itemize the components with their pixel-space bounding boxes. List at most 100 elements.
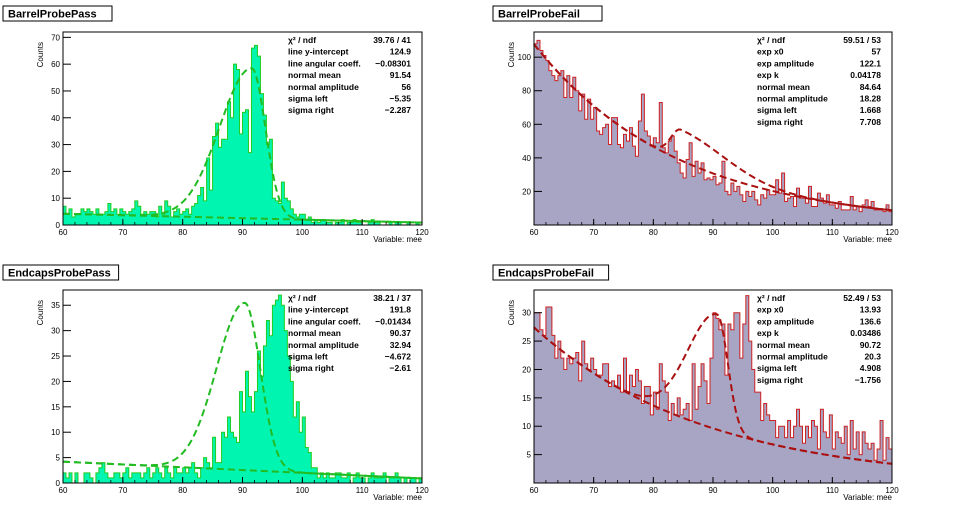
stats-value: 38.21 / 37 xyxy=(373,293,411,303)
histogram-outline xyxy=(533,39,892,225)
x-tick-label: 110 xyxy=(826,228,839,237)
stats-label: line y-intercept xyxy=(288,47,349,57)
stats-label: line y-intercept xyxy=(288,305,349,315)
y-tick-label: 30 xyxy=(51,141,60,150)
stats-value: 191.8 xyxy=(390,305,412,315)
stats-label: exp x0 xyxy=(757,47,784,57)
x-tick-label: 120 xyxy=(885,228,899,237)
y-tick-label: 40 xyxy=(51,114,60,123)
x-tick-label: 90 xyxy=(238,486,247,495)
y-tick-label: 30 xyxy=(51,327,60,336)
stats-label: χ² / ndf xyxy=(757,293,785,303)
histogram-panel-1: 60 70 80 90 100 110 120 20 40 60 80 100 Variable: me… xyxy=(492,5,899,244)
stats-value: 90.37 xyxy=(390,328,412,338)
y-tick-label: 70 xyxy=(51,33,60,42)
stats-value: 59.51 / 53 xyxy=(843,35,881,45)
y-tick-label: 0 xyxy=(56,221,61,230)
y-tick-label: 25 xyxy=(51,352,60,361)
stats-value: 1.668 xyxy=(860,105,882,115)
stats-value: 90.72 xyxy=(860,340,882,350)
x-tick-label: 100 xyxy=(296,228,310,237)
stats-box: χ² / ndf 52.49 / 53 exp x0 13.93 exp amplitu… xyxy=(757,293,881,385)
y-axis-label: Counts xyxy=(507,42,516,67)
stats-label: normal mean xyxy=(757,82,810,92)
y-axis-label: Counts xyxy=(36,300,45,325)
histogram-outline xyxy=(533,295,892,483)
x-tick-label: 100 xyxy=(296,486,310,495)
stats-label: exp x0 xyxy=(757,305,784,315)
stats-value: 39.76 / 41 xyxy=(373,35,411,45)
histogram-panel-3: 60 70 80 90 100 110 120 5 10 15 20 25 30 Variable: me… xyxy=(492,264,899,502)
stats-value: 124.9 xyxy=(390,47,412,57)
title-text: BarrelProbePass xyxy=(8,9,97,21)
histogram-fill xyxy=(63,45,422,226)
stats-value: 56 xyxy=(402,82,412,92)
stats-label: sigma left xyxy=(757,363,797,373)
stats-label: line angular coeff. xyxy=(288,316,361,326)
stats-label: normal mean xyxy=(288,70,341,80)
y-tick-label: 50 xyxy=(51,87,60,96)
stats-value: 18.28 xyxy=(860,94,882,104)
x-axis-label: Variable: mee xyxy=(373,235,422,244)
y-tick-label: 10 xyxy=(51,194,60,203)
stats-value: 0.03486 xyxy=(850,328,881,338)
histogram-title: BarrelProbePass xyxy=(2,5,113,22)
y-axis-label: Counts xyxy=(36,42,45,67)
stats-value: 13.93 xyxy=(860,305,882,315)
fit-total-curve xyxy=(533,313,893,465)
title-text: EndcapsProbePass xyxy=(8,268,111,280)
stats-value: −2.287 xyxy=(385,105,412,115)
y-tick-label: 10 xyxy=(51,428,60,437)
stats-value: 136.6 xyxy=(860,316,882,326)
stats-value: −1.756 xyxy=(855,375,882,385)
y-tick-label: 5 xyxy=(527,451,532,460)
y-tick-label: 100 xyxy=(518,53,532,62)
stats-box: χ² / ndf 38.21 / 37 line y-intercept 191.8 l… xyxy=(288,293,411,373)
stats-label: exp k xyxy=(757,328,779,338)
x-tick-label: 90 xyxy=(238,228,247,237)
stats-label: exp amplitude xyxy=(757,58,814,68)
x-tick-label: 120 xyxy=(415,228,429,237)
stats-value: 91.54 xyxy=(390,70,412,80)
stats-value: −0.01434 xyxy=(375,316,411,326)
stats-value: −0.08301 xyxy=(375,58,411,68)
y-tick-label: 5 xyxy=(56,454,61,463)
stats-label: normal amplitude xyxy=(288,340,359,350)
y-tick-label: 20 xyxy=(51,377,60,386)
x-tick-label: 70 xyxy=(118,228,127,237)
stats-label: sigma right xyxy=(288,105,334,115)
x-tick-label: 80 xyxy=(178,486,187,495)
stats-label: exp k xyxy=(757,70,779,80)
stats-label: sigma left xyxy=(288,94,328,104)
stats-label: χ² / ndf xyxy=(288,293,316,303)
stats-label: sigma right xyxy=(288,363,334,373)
fit-total-curve xyxy=(62,301,423,480)
title-text: BarrelProbeFail xyxy=(498,9,580,21)
histogram-fill xyxy=(534,40,892,225)
y-tick-label: 10 xyxy=(522,422,531,431)
x-tick-label: 110 xyxy=(826,486,839,495)
x-tick-label: 80 xyxy=(178,228,187,237)
histogram-panel-2: 60 70 80 90 100 110 120 0 5 10 15 20 25 30 35 Variable:… xyxy=(2,264,429,502)
stats-value: 7.708 xyxy=(860,117,882,127)
stats-label: normal mean xyxy=(757,340,810,350)
x-tick-label: 80 xyxy=(649,486,658,495)
histogram-outline xyxy=(62,294,422,484)
stats-label: line angular coeff. xyxy=(288,58,361,68)
histogram-fill xyxy=(63,295,422,483)
x-axis-label: Variable: mee xyxy=(373,493,422,502)
x-tick-label: 90 xyxy=(709,486,718,495)
y-tick-label: 60 xyxy=(51,60,60,69)
stats-label: normal amplitude xyxy=(288,82,359,92)
stats-label: normal amplitude xyxy=(757,94,828,104)
title-box xyxy=(2,264,120,281)
histogram-title: EndcapsProbeFail xyxy=(492,264,610,281)
stats-label: sigma left xyxy=(288,352,328,362)
stats-value: 52.49 / 53 xyxy=(843,293,881,303)
stats-box: χ² / ndf 39.76 / 41 line y-intercept 124.9 l… xyxy=(288,35,411,115)
x-tick-label: 70 xyxy=(589,486,598,495)
y-tick-label: 30 xyxy=(522,309,531,318)
x-tick-label: 120 xyxy=(885,486,899,495)
x-tick-label: 70 xyxy=(118,486,127,495)
